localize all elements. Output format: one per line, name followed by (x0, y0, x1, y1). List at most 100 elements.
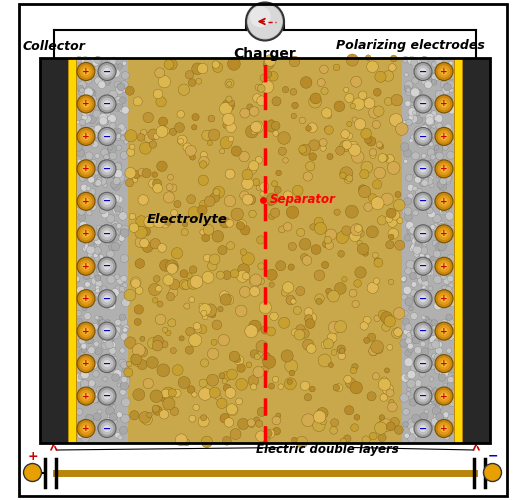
Circle shape (431, 398, 435, 403)
Circle shape (270, 208, 280, 218)
Circle shape (226, 220, 234, 227)
Circle shape (99, 254, 103, 259)
Circle shape (122, 366, 130, 373)
Circle shape (90, 362, 97, 369)
Circle shape (113, 103, 120, 110)
Circle shape (143, 112, 153, 122)
Text: +: + (82, 132, 90, 141)
Circle shape (119, 359, 126, 366)
Circle shape (138, 134, 145, 141)
Circle shape (192, 124, 197, 130)
Circle shape (321, 262, 329, 268)
Circle shape (296, 436, 308, 448)
Circle shape (209, 387, 220, 398)
Text: +: + (27, 450, 38, 462)
Circle shape (314, 222, 327, 234)
Circle shape (150, 390, 163, 402)
Text: Charger: Charger (234, 46, 297, 60)
Circle shape (82, 360, 90, 367)
Circle shape (91, 140, 98, 147)
Circle shape (90, 58, 99, 67)
Circle shape (140, 172, 145, 177)
Circle shape (424, 364, 428, 368)
Circle shape (78, 72, 82, 77)
Circle shape (237, 270, 248, 282)
Circle shape (263, 352, 270, 360)
Circle shape (109, 193, 117, 200)
Text: −: − (487, 450, 498, 462)
Circle shape (439, 326, 447, 334)
Circle shape (212, 320, 222, 330)
Circle shape (78, 358, 87, 366)
Circle shape (403, 149, 412, 157)
Circle shape (86, 110, 90, 115)
Circle shape (317, 78, 325, 86)
Circle shape (419, 360, 427, 367)
Circle shape (314, 217, 323, 226)
Text: −: − (103, 164, 111, 174)
Circle shape (429, 119, 434, 124)
Circle shape (182, 281, 191, 289)
Circle shape (111, 57, 116, 62)
Circle shape (235, 305, 247, 317)
Circle shape (419, 68, 427, 75)
Circle shape (417, 140, 425, 147)
Circle shape (108, 132, 113, 137)
Circle shape (422, 280, 428, 287)
Circle shape (435, 95, 453, 113)
Circle shape (116, 162, 122, 168)
Circle shape (187, 278, 199, 289)
Circle shape (86, 262, 93, 270)
Circle shape (417, 292, 429, 305)
Circle shape (78, 81, 87, 90)
Circle shape (276, 260, 286, 270)
Circle shape (135, 226, 147, 238)
Circle shape (101, 325, 113, 338)
Circle shape (326, 288, 332, 294)
Circle shape (421, 170, 426, 175)
Circle shape (345, 94, 354, 102)
Circle shape (124, 337, 136, 348)
Circle shape (405, 100, 411, 106)
Circle shape (89, 90, 96, 96)
Circle shape (103, 133, 111, 140)
Circle shape (112, 374, 120, 382)
Circle shape (222, 378, 227, 384)
Circle shape (385, 154, 394, 164)
Circle shape (109, 58, 116, 65)
Circle shape (80, 261, 86, 268)
Circle shape (117, 383, 121, 387)
Circle shape (412, 78, 418, 84)
Circle shape (120, 136, 125, 141)
Circle shape (114, 274, 120, 280)
Circle shape (110, 330, 119, 339)
Circle shape (201, 436, 213, 448)
Circle shape (101, 65, 113, 78)
Circle shape (432, 354, 437, 359)
Circle shape (413, 336, 420, 344)
Circle shape (107, 390, 111, 394)
Circle shape (260, 432, 270, 442)
Circle shape (173, 389, 181, 397)
Circle shape (445, 126, 453, 134)
Circle shape (428, 286, 433, 290)
Text: +: + (440, 424, 448, 433)
Circle shape (365, 55, 371, 60)
Circle shape (327, 336, 335, 344)
Circle shape (417, 130, 429, 142)
Circle shape (267, 327, 276, 336)
Circle shape (104, 80, 110, 86)
Circle shape (424, 424, 429, 430)
Circle shape (163, 398, 175, 410)
Text: +: + (82, 164, 90, 173)
Circle shape (102, 286, 107, 290)
Circle shape (219, 148, 225, 154)
Circle shape (77, 422, 81, 427)
Circle shape (104, 260, 110, 267)
Circle shape (408, 419, 415, 426)
Circle shape (163, 275, 174, 285)
Circle shape (430, 121, 434, 125)
Circle shape (110, 128, 114, 132)
Circle shape (82, 264, 87, 268)
Circle shape (174, 122, 184, 132)
